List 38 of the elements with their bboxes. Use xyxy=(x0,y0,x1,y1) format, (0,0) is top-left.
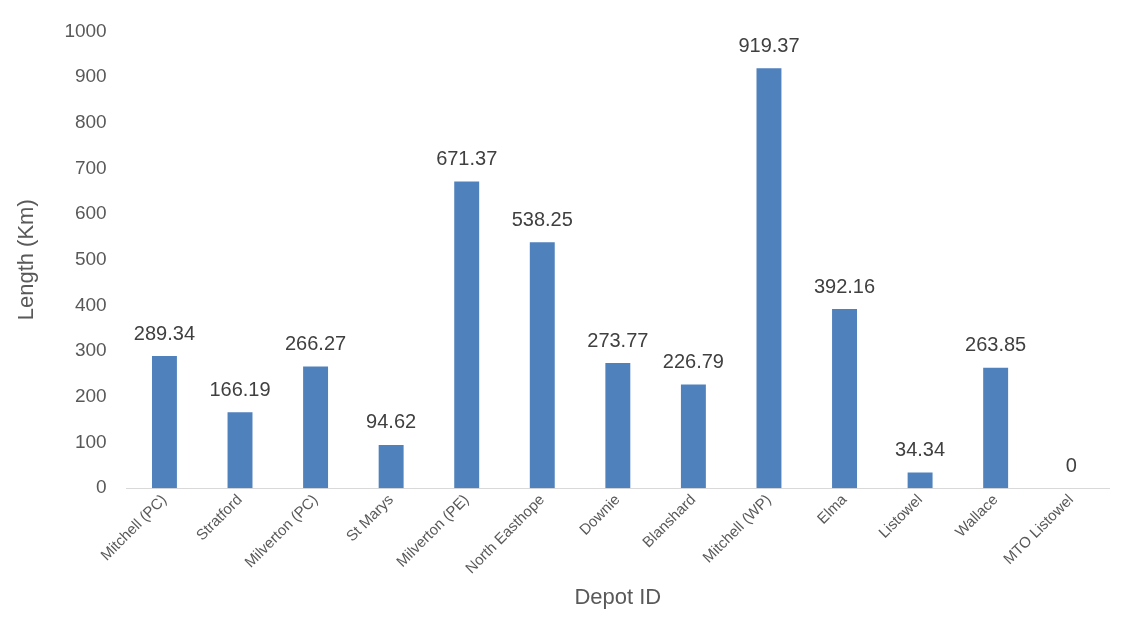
data-label: 34.34 xyxy=(895,438,946,460)
bar xyxy=(151,356,177,489)
data-label: 392.16 xyxy=(813,274,876,297)
bar xyxy=(756,68,782,489)
data-label: 0 xyxy=(1065,453,1077,476)
x-axis-title: Depot ID xyxy=(574,583,662,609)
bar xyxy=(832,309,857,489)
y-tick-label: 500 xyxy=(74,248,107,270)
y-tick-label: 900 xyxy=(74,65,107,87)
data-label: 273.77 xyxy=(587,328,649,351)
data-label: 919.37 xyxy=(738,33,800,56)
data-label: 166.19 xyxy=(209,377,271,400)
y-tick-label: 600 xyxy=(74,202,107,224)
bar xyxy=(529,242,555,489)
bar xyxy=(227,412,253,489)
y-tick-label: 100 xyxy=(74,430,107,452)
data-label: 263.85 xyxy=(965,333,1027,356)
bar xyxy=(983,367,1009,489)
bar xyxy=(378,444,404,489)
y-tick-label: 0 xyxy=(96,476,107,498)
y-tick-label: 1000 xyxy=(64,19,107,41)
bar xyxy=(907,472,933,489)
data-label: 226.79 xyxy=(662,350,724,373)
y-tick-label: 800 xyxy=(74,110,107,132)
bar xyxy=(454,181,480,489)
y-tick-label: 400 xyxy=(74,293,107,315)
data-label: 671.37 xyxy=(436,147,498,170)
y-tick-label: 300 xyxy=(74,339,107,361)
bar xyxy=(680,384,706,489)
bar xyxy=(605,363,631,489)
data-label: 94.62 xyxy=(366,410,417,433)
data-label: 538.25 xyxy=(511,207,573,230)
y-tick-label: 700 xyxy=(74,156,107,178)
data-label: 266.27 xyxy=(284,332,347,355)
y-tick-label: 200 xyxy=(74,385,107,407)
bar xyxy=(303,366,329,489)
y-axis-title: Length (Km) xyxy=(13,199,39,321)
data-label: 289.34 xyxy=(133,321,196,344)
